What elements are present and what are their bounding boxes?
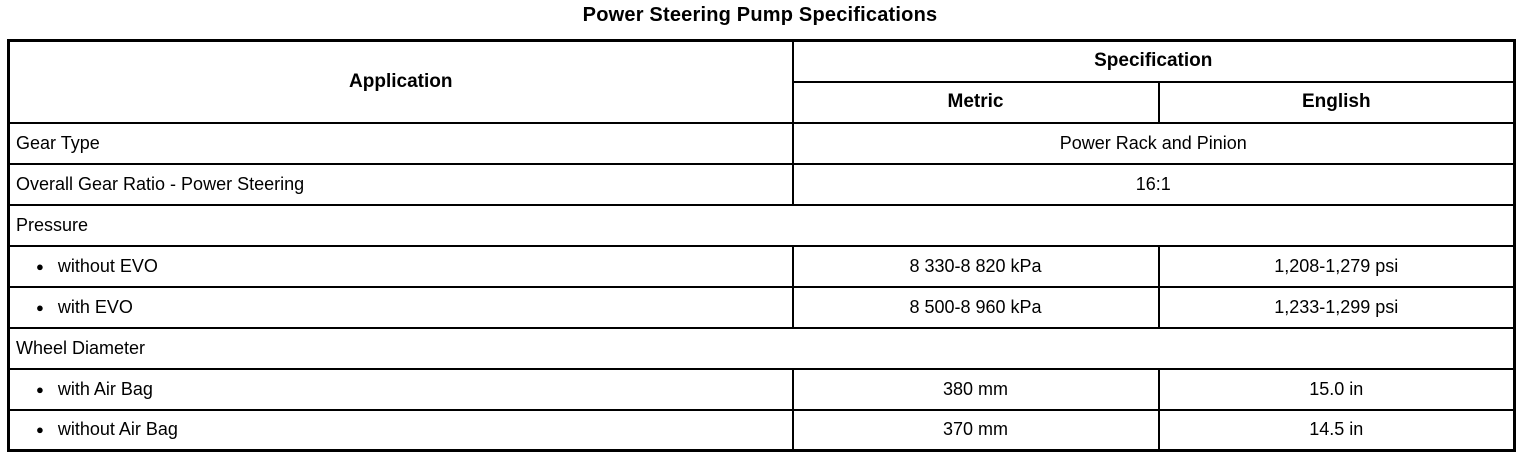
metric-cell: 8 330-8 820 kPa [791, 244, 1160, 288]
bullet-label: ● without Air Bag [16, 419, 784, 440]
col-header-metric: Metric [791, 80, 1160, 124]
bullet-icon: ● [36, 422, 44, 438]
row-overall-gear-ratio: Overall Gear Ratio - Power Steering 16:1 [7, 162, 1516, 206]
bullet-label: ● without EVO [16, 256, 784, 277]
application-cell: ● with EVO [7, 285, 794, 329]
english-cell: 14.5 in [1157, 408, 1516, 452]
application-text: with EVO [57, 296, 133, 317]
page-title: Power Steering Pump Specifications [582, 4, 938, 26]
section-header-cell: Wheel Diameter [7, 326, 1516, 370]
bullet-icon: ● [36, 381, 44, 397]
row-pressure-section: Pressure [7, 203, 1516, 247]
header-row-top: Application Specification [7, 39, 1516, 124]
application-text: without Air Bag [57, 419, 178, 440]
application-cell: ● without EVO [7, 244, 794, 288]
bullet-icon: ● [36, 258, 44, 274]
application-cell: ● without Air Bag [7, 408, 794, 452]
row-wheel-diameter-section: Wheel Diameter [7, 326, 1516, 370]
spec-table: Application Specification Metric English… [7, 39, 1516, 452]
bullet-icon: ● [36, 299, 44, 315]
application-text: with Air Bag [57, 378, 153, 399]
row-gear-type: Gear Type Power Rack and Pinion [7, 121, 1516, 165]
row-with-air-bag: ● with Air Bag 380 mm 15.0 in [7, 367, 1516, 411]
metric-cell: 370 mm [791, 408, 1160, 452]
english-cell: 15.0 in [1157, 367, 1516, 411]
col-header-english: English [1157, 80, 1516, 124]
table-body: Gear Type Power Rack and Pinion Overall … [7, 121, 1516, 452]
row-without-evo: ● without EVO 8 330-8 820 kPa 1,208-1,27… [7, 244, 1516, 288]
application-cell: Gear Type [7, 121, 794, 165]
col-header-specification: Specification [791, 39, 1516, 83]
metric-cell: 380 mm [791, 367, 1160, 411]
col-header-application: Application [7, 39, 794, 124]
application-cell: Overall Gear Ratio - Power Steering [7, 162, 794, 206]
bullet-label: ● with Air Bag [16, 379, 784, 400]
row-with-evo: ● with EVO 8 500-8 960 kPa 1,233-1,299 p… [7, 285, 1516, 329]
bullet-label: ● with EVO [16, 297, 784, 318]
table-header: Application Specification Metric English [7, 39, 1516, 124]
english-cell: 1,208-1,279 psi [1157, 244, 1516, 288]
metric-cell: 8 500-8 960 kPa [791, 285, 1160, 329]
header-row-units: Metric English [9, 80, 1516, 124]
row-without-air-bag: ● without Air Bag 370 mm 14.5 in [7, 408, 1516, 452]
english-cell: 1,233-1,299 psi [1157, 285, 1516, 329]
application-text: without EVO [57, 255, 158, 276]
specification-cell: 16:1 [791, 162, 1516, 206]
section-header-cell: Pressure [7, 203, 1516, 247]
specification-cell: Power Rack and Pinion [791, 121, 1516, 165]
application-cell: ● with Air Bag [7, 367, 794, 411]
